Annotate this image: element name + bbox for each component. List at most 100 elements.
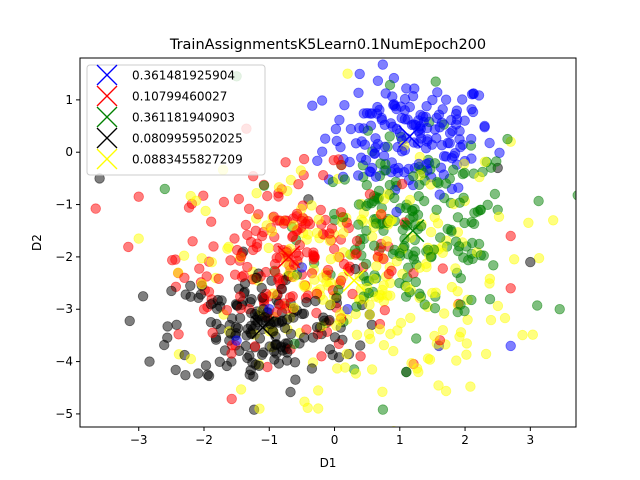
scatter-point-series-5 (437, 247, 448, 259)
scatter-point-series-5 (313, 385, 324, 396)
scatter-point-series-5 (450, 263, 461, 274)
scatter-point-series-3 (384, 179, 396, 191)
scatter-point-series-5 (334, 309, 346, 320)
scatter-point-series-5 (313, 403, 324, 414)
scatter-point-series-1 (354, 68, 365, 80)
legend-x-marker (96, 64, 118, 86)
scatter-point-series-3 (442, 223, 453, 235)
scatter-point-series-1 (401, 83, 412, 94)
scatter-point-series-4 (306, 363, 318, 374)
scatter-point-series-5 (548, 215, 559, 226)
scatter-point-series-1 (431, 132, 442, 144)
scatter-point-series-2 (187, 236, 198, 247)
scatter-point-series-5 (458, 158, 470, 170)
scatter-point-series-4 (185, 291, 196, 302)
scatter-point-series-3 (458, 192, 469, 204)
scatter-point-series-1 (466, 89, 478, 100)
scatter-point-series-1 (353, 87, 364, 99)
scatter-point-series-3 (468, 218, 480, 230)
x-tick-label: −1 (260, 433, 278, 447)
scatter-point-series-2 (251, 241, 262, 253)
scatter-point-series-3 (410, 276, 422, 288)
scatter-point-series-2 (322, 264, 334, 276)
legend-entry-5: 0.0883455827209 (96, 148, 243, 170)
scatter-point-series-5 (313, 214, 324, 225)
scatter-point-series-4 (282, 338, 293, 349)
scatter-point-series-2 (249, 341, 261, 352)
scatter-point-series-3 (533, 195, 544, 207)
scatter-point-series-2 (383, 268, 395, 280)
legend-label: 0.361481925904 (132, 69, 235, 83)
scatter-point-series-2 (179, 272, 190, 284)
scatter-point-series-1 (451, 114, 463, 125)
legend: 0.361481925904 0.10799460027 0.36118194090… (86, 64, 266, 176)
legend-x-marker (96, 106, 118, 128)
scatter-point-series-2 (242, 229, 253, 241)
scatter-point-series-5 (342, 68, 353, 79)
scatter-point-series-5 (178, 250, 190, 261)
scatter-point-series-5 (339, 362, 351, 373)
scatter-point-series-2 (133, 191, 144, 202)
scatter-point-series-5 (332, 251, 344, 263)
scatter-point-series-2 (315, 204, 327, 216)
scatter-point-series-2 (240, 219, 252, 231)
scatter-point-series-3 (384, 79, 396, 91)
scatter-point-series-4 (185, 280, 196, 292)
x-axis: −3 −2 −1 0 1 2 3 (130, 427, 534, 447)
scatter-point-series-1 (317, 146, 328, 157)
scatter-point-series-4 (327, 349, 338, 361)
scatter-point-series-4 (259, 312, 271, 323)
scatter-point-series-5 (439, 308, 450, 319)
scatter-point-series-4 (311, 322, 323, 333)
scatter-point-series-3 (455, 273, 467, 284)
scatter-point-series-3 (425, 251, 437, 263)
scatter-point-series-2 (318, 169, 329, 181)
scatter-point-series-2 (238, 270, 249, 281)
scatter-point-series-4 (285, 328, 297, 340)
scatter-point-series-1 (444, 137, 455, 149)
scatter-point-series-1 (454, 125, 465, 137)
scatter-point-series-3 (401, 366, 412, 378)
scatter-point-series-2 (316, 351, 327, 362)
legend-x-marker (96, 85, 118, 107)
scatter-point-series-2 (226, 393, 237, 405)
scatter-point-series-1 (446, 152, 458, 164)
scatter-point-series-2 (505, 230, 516, 242)
centroid-layer (251, 124, 425, 340)
scatter-point-series-5 (432, 218, 444, 229)
y-axis-label: D2 (30, 234, 44, 251)
scatter-point-series-2 (198, 190, 209, 201)
scatter-point-series-3 (430, 76, 441, 87)
scatter-point-series-5 (366, 364, 378, 375)
legend-x-marker (96, 148, 118, 170)
scatter-point-series-4 (250, 320, 261, 331)
scatter-point-series-5 (461, 338, 473, 349)
scatter-point-series-2 (229, 233, 240, 244)
scatter-point-series-4 (137, 291, 149, 302)
scatter-point-series-1 (370, 142, 381, 153)
scatter-point-series-5 (388, 345, 399, 357)
scatter-point-series-1 (353, 170, 364, 181)
scatter-point-series-1 (377, 59, 389, 70)
scatter-point-series-5 (295, 165, 307, 176)
y-tick-label: −4 (55, 355, 73, 369)
scatter-point-series-4 (241, 330, 252, 341)
scatter-point-series-2 (308, 247, 319, 258)
centroid-marker-5 (342, 268, 366, 292)
scatter-point-series-5 (200, 205, 211, 217)
scatter-point-series-2 (271, 306, 282, 318)
scatter-point-series-4 (256, 349, 268, 361)
scatter-point-series-1 (389, 100, 401, 112)
scatter-point-series-2 (90, 203, 101, 214)
legend-label: 0.0809959502025 (132, 132, 243, 146)
centroid-marker-4 (251, 316, 275, 340)
scatter-point-series-1 (466, 104, 477, 115)
scatter-point-series-5 (251, 187, 262, 199)
scatter-point-series-5 (254, 403, 265, 414)
scatter-point-series-5 (266, 226, 278, 237)
scatter-point-series-5 (480, 348, 492, 360)
scatter-point-series-5 (331, 320, 342, 331)
scatter-point-series-3 (414, 288, 425, 299)
scatter-point-series-4 (297, 308, 308, 320)
scatter-point-series-5 (325, 299, 336, 310)
